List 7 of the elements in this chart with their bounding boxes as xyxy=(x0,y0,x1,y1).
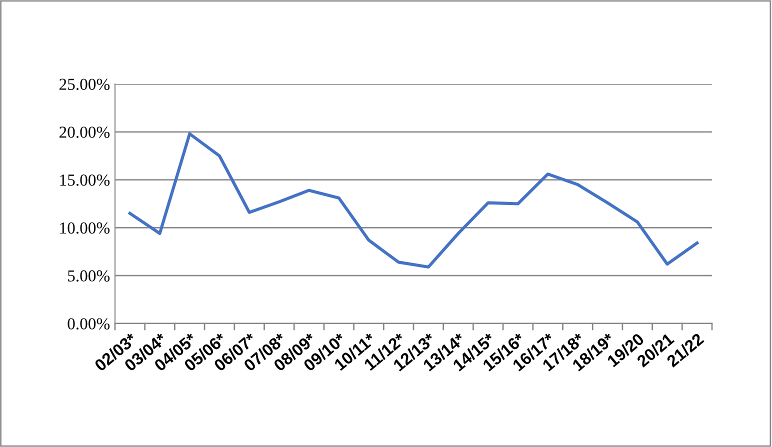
y-tick-label: 5.00% xyxy=(68,270,110,282)
y-tick-label: 20.00% xyxy=(59,126,110,138)
y-tick-label: 15.00% xyxy=(60,174,110,186)
y-tick-label: 0.00% xyxy=(68,318,110,330)
y-tick-label: 25.00% xyxy=(59,78,110,90)
y-tick-label: 10.00% xyxy=(60,222,110,234)
line-series xyxy=(128,132,699,269)
